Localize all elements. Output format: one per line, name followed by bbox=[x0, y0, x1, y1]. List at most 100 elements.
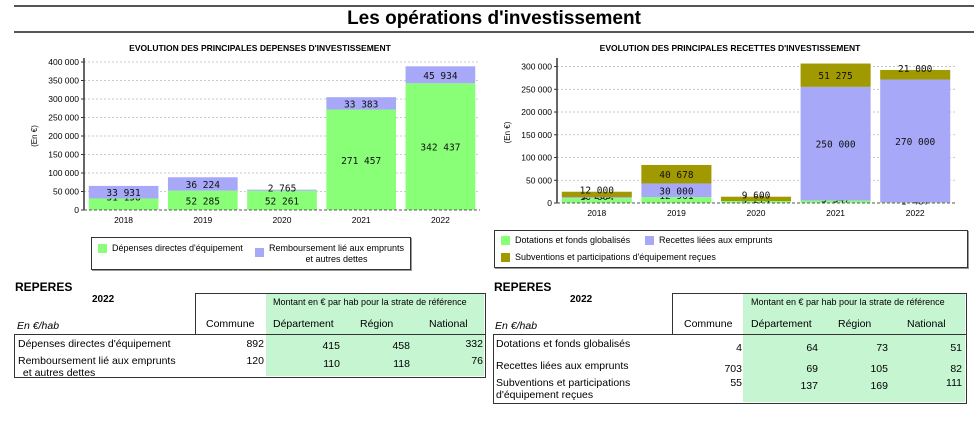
reperes-body-box bbox=[14, 334, 486, 378]
data-label: 52 285 bbox=[186, 196, 220, 207]
value-commune: 892 bbox=[246, 338, 264, 350]
x-tick-label: 2022 bbox=[431, 215, 450, 225]
value-national: 82 bbox=[950, 363, 962, 375]
legend-item-depenses-directes: Dépenses directes d'équipement bbox=[98, 243, 243, 253]
data-label: 52 261 bbox=[265, 196, 300, 207]
data-label: 271 457 bbox=[341, 156, 381, 167]
col-commune: Commune bbox=[206, 318, 255, 330]
x-tick-label: 2020 bbox=[747, 208, 766, 218]
y-tick-label: 350 000 bbox=[48, 76, 79, 86]
strate-background bbox=[743, 294, 965, 402]
bar-segment bbox=[641, 197, 712, 203]
value-departement: 137 bbox=[800, 380, 818, 392]
bar-segment bbox=[326, 97, 397, 110]
value-departement: 415 bbox=[322, 340, 340, 352]
data-label: 9 600 bbox=[742, 191, 771, 202]
bar-segment bbox=[247, 189, 317, 191]
reperes-body-box bbox=[493, 334, 967, 404]
bar-segment bbox=[405, 83, 476, 210]
value-departement: 110 bbox=[323, 358, 340, 370]
legend-label-line2: et autres dettes bbox=[305, 254, 368, 264]
legend-recettes: Dotations et fonds globalisés Recettes l… bbox=[494, 230, 968, 268]
bar-segment bbox=[800, 63, 871, 87]
data-label: 30 000 bbox=[659, 186, 694, 197]
col-region: Région bbox=[838, 318, 872, 330]
y-tick-label: 0 bbox=[74, 205, 79, 215]
legend-swatch-lavender bbox=[255, 248, 264, 257]
col-region: Région bbox=[360, 318, 394, 330]
row-label-line2: et autres dettes bbox=[20, 367, 96, 379]
bar-segment bbox=[326, 109, 397, 210]
y-tick-label: 150 000 bbox=[521, 130, 552, 140]
chart-depenses: EVOLUTION DES PRINCIPALES DEPENSES D'INV… bbox=[0, 38, 490, 228]
reperes-year: 2022 bbox=[92, 294, 115, 305]
data-label: 342 437 bbox=[420, 143, 460, 154]
y-tick-label: 200 000 bbox=[48, 131, 79, 141]
bar-segment bbox=[880, 69, 951, 80]
bar-segment bbox=[561, 197, 632, 199]
x-tick-label: 2021 bbox=[352, 215, 371, 225]
bar-segment bbox=[880, 79, 951, 203]
row-label: Remboursement lié aux emprunts bbox=[18, 355, 176, 367]
y-axis-label: (En €) bbox=[30, 125, 39, 147]
value-region: 458 bbox=[392, 340, 410, 352]
value-region: 105 bbox=[870, 363, 888, 375]
col-departement: Département bbox=[751, 318, 812, 330]
x-tick-label: 2021 bbox=[826, 208, 845, 218]
bar-segment bbox=[247, 190, 317, 210]
value-departement: 69 bbox=[806, 363, 818, 375]
bar-segment bbox=[405, 66, 476, 84]
y-tick-label: 50 000 bbox=[53, 187, 79, 197]
col-national: National bbox=[907, 318, 946, 330]
value-region: 73 bbox=[876, 342, 888, 354]
reperes-unit: En €/hab bbox=[17, 320, 60, 332]
row-label: Subventions et participations bbox=[496, 377, 631, 389]
data-label: 45 934 bbox=[423, 71, 458, 82]
x-tick-label: 2022 bbox=[906, 208, 925, 218]
bar-segment bbox=[800, 200, 871, 203]
bar-segment bbox=[641, 183, 712, 198]
reperes-header-box bbox=[672, 293, 967, 334]
legend-swatch-green bbox=[98, 244, 107, 253]
bar-segment bbox=[167, 190, 238, 210]
bar-segment bbox=[561, 198, 632, 203]
value-commune: 55 bbox=[730, 377, 742, 389]
legend-label: Dépenses directes d'équipement bbox=[112, 243, 243, 253]
legend-label: Remboursement lié aux emprunts et autres … bbox=[269, 243, 404, 265]
value-commune: 120 bbox=[246, 355, 264, 367]
y-tick-label: 100 000 bbox=[521, 153, 552, 163]
data-label: 40 678 bbox=[659, 170, 694, 181]
strate-background bbox=[266, 294, 484, 376]
data-label: 51 275 bbox=[818, 71, 852, 82]
strate-header: Montant en € par hab pour la strate de r… bbox=[273, 297, 467, 307]
strate-header: Montant en € par hab pour la strate de r… bbox=[751, 297, 945, 307]
y-tick-label: 300 000 bbox=[521, 62, 552, 72]
data-label: 2 765 bbox=[268, 184, 297, 195]
x-tick-label: 2018 bbox=[587, 208, 606, 218]
legend-depenses: Dépenses directes d'équipement Rembourse… bbox=[91, 237, 411, 270]
page-title-bar: Les opérations d'investissement bbox=[14, 5, 974, 33]
bar-segment bbox=[720, 196, 792, 202]
data-label: 36 224 bbox=[186, 180, 221, 191]
bar-segment bbox=[800, 86, 871, 201]
legend-item-recettes-emprunts: Recettes liées aux emprunts bbox=[645, 235, 773, 245]
chart-recettes: EVOLUTION DES PRINCIPALES RECETTES D'INV… bbox=[487, 38, 977, 228]
bar-segment bbox=[720, 201, 792, 203]
value-region: 118 bbox=[393, 358, 410, 370]
y-tick-label: 400 000 bbox=[48, 57, 79, 67]
data-label: 21 000 bbox=[898, 64, 933, 75]
col-departement: Département bbox=[273, 318, 334, 330]
y-tick-label: 150 000 bbox=[48, 150, 79, 160]
bar-segment bbox=[88, 185, 159, 199]
col-commune: Commune bbox=[684, 318, 733, 330]
data-label: 33 931 bbox=[106, 188, 141, 199]
x-tick-label: 2019 bbox=[193, 215, 212, 225]
x-tick-label: 2019 bbox=[667, 208, 686, 218]
y-tick-label: 100 000 bbox=[48, 168, 79, 178]
data-label: 250 000 bbox=[816, 140, 856, 151]
legend-swatch-olive bbox=[501, 253, 510, 262]
legend-label: Recettes liées aux emprunts bbox=[659, 235, 773, 245]
y-tick-label: 50 000 bbox=[526, 175, 552, 185]
bar-segment bbox=[167, 177, 238, 191]
value-commune: 703 bbox=[724, 363, 742, 375]
